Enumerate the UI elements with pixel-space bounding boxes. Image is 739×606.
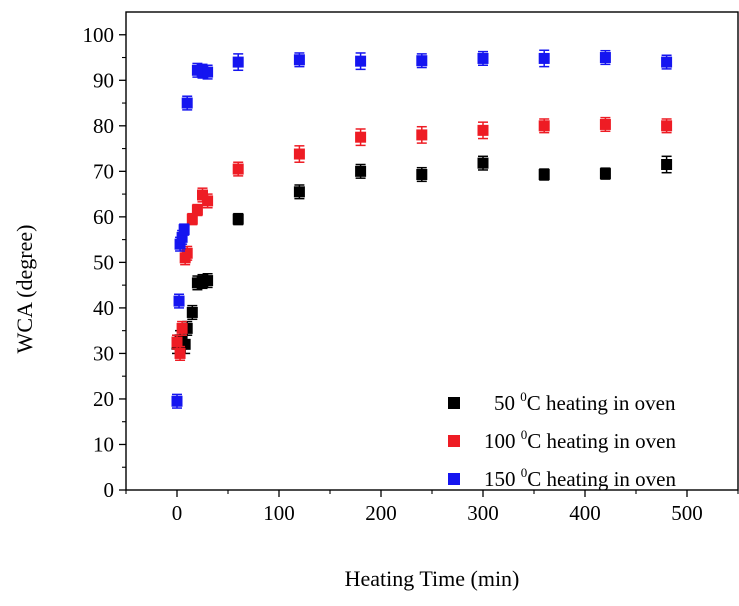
legend-prefix: 100 <box>484 429 521 453</box>
data-point <box>599 168 611 180</box>
data-point <box>232 213 244 225</box>
legend-suffix: C heating in oven <box>527 391 676 415</box>
data-point <box>232 163 244 175</box>
data-point <box>538 120 550 132</box>
x-tick-label: 500 <box>671 501 703 525</box>
y-tick-label: 10 <box>93 432 114 456</box>
data-point <box>416 55 428 67</box>
data-point <box>355 131 367 143</box>
data-point <box>599 118 611 130</box>
data-point <box>355 165 367 177</box>
legend-label-100: 100 0C heating in oven <box>484 427 676 453</box>
data-point <box>173 295 185 307</box>
data-point <box>176 322 188 334</box>
series-150 <box>171 49 673 409</box>
data-point <box>202 275 214 287</box>
x-tick-label: 0 <box>172 501 183 525</box>
data-point <box>181 97 193 109</box>
data-point <box>293 54 305 66</box>
legend-marker-100 <box>448 435 460 447</box>
data-layer <box>171 49 673 409</box>
legend-superscript: 0 <box>521 427 528 442</box>
data-point <box>179 338 191 350</box>
legend-marker-50 <box>448 397 460 409</box>
data-point <box>186 306 198 318</box>
y-axis-label: WCA (degree) <box>12 225 37 354</box>
data-point <box>171 336 183 348</box>
data-point <box>232 56 244 68</box>
data-point <box>202 195 214 207</box>
y-tick-label: 20 <box>93 387 114 411</box>
data-point <box>202 66 214 78</box>
y-tick-label: 40 <box>93 296 114 320</box>
y-tick-label: 80 <box>93 114 114 138</box>
legend-prefix: 150 <box>484 467 521 491</box>
legend-label-50: 50 0C heating in oven <box>494 389 676 415</box>
data-point <box>186 213 198 225</box>
legend-suffix: C heating in oven <box>527 467 676 491</box>
legend-prefix: 50 <box>494 391 520 415</box>
x-tick-label: 400 <box>569 501 601 525</box>
plot-frame <box>125 11 739 491</box>
legend-marker-150 <box>448 473 460 485</box>
x-tick-label: 200 <box>365 501 397 525</box>
data-point <box>477 124 489 136</box>
legend-superscript: 0 <box>520 389 527 404</box>
data-point <box>176 231 188 243</box>
data-point <box>599 52 611 64</box>
data-point <box>191 204 203 216</box>
data-point <box>355 55 367 67</box>
series-100 <box>171 116 673 362</box>
data-point <box>661 120 673 132</box>
data-point <box>661 159 673 171</box>
y-tick-label: 30 <box>93 341 114 365</box>
data-point <box>181 247 193 259</box>
data-point <box>293 186 305 198</box>
legend-label-150: 150 0C heating in oven <box>484 465 676 491</box>
y-tick-label: 50 <box>93 250 114 274</box>
legend-superscript: 0 <box>521 465 528 480</box>
data-point <box>197 189 208 201</box>
y-tick-label: 100 <box>83 23 115 47</box>
data-point <box>661 56 673 68</box>
x-tick-label: 100 <box>263 501 295 525</box>
data-point <box>416 169 428 181</box>
data-point <box>538 52 550 64</box>
data-point <box>538 169 550 181</box>
x-tick-label: 300 <box>467 501 499 525</box>
data-point <box>171 395 183 407</box>
x-axis-label: Heating Time (min) <box>345 566 520 591</box>
legend-suffix: C heating in oven <box>527 429 676 453</box>
data-point <box>477 157 489 169</box>
data-point <box>178 224 190 236</box>
y-tick-label: 70 <box>93 159 114 183</box>
data-point <box>416 129 428 141</box>
data-point <box>477 52 489 64</box>
series-50 <box>171 155 673 355</box>
y-tick-label: 0 <box>104 478 115 502</box>
data-point <box>293 148 305 160</box>
data-point <box>174 347 186 359</box>
y-tick-label: 60 <box>93 205 114 229</box>
y-tick-label: 90 <box>93 68 114 92</box>
